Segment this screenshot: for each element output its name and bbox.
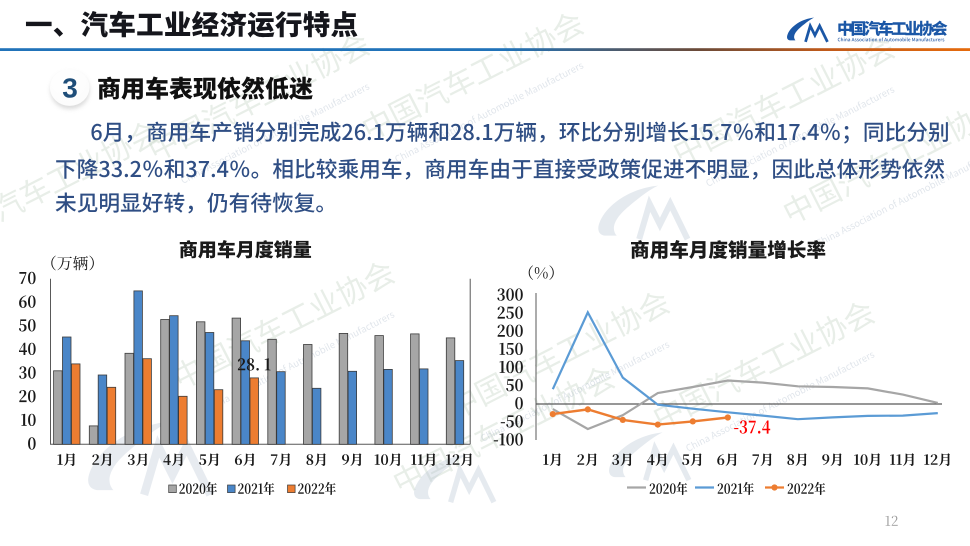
svg-text:3: 3 bbox=[62, 73, 78, 104]
